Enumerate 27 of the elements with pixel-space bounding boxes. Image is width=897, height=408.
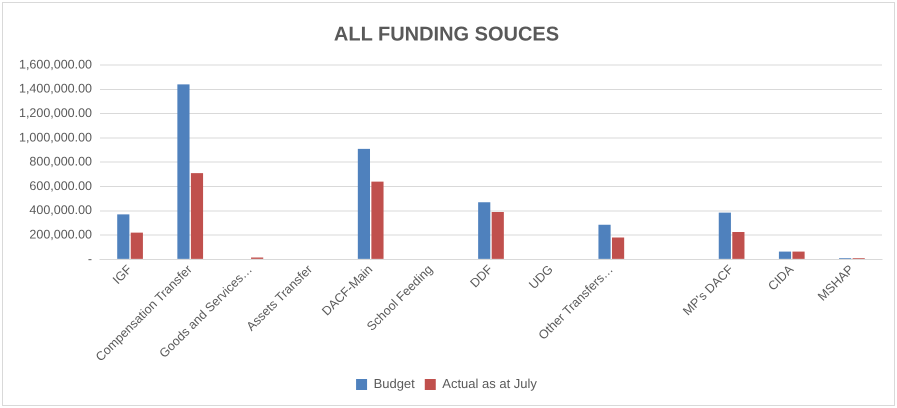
bar — [778, 252, 792, 259]
legend-label: Budget — [374, 376, 416, 392]
bar — [492, 212, 504, 259]
bar — [718, 212, 731, 259]
x-tick-label: IGF — [110, 262, 135, 287]
bar — [371, 182, 384, 259]
bar — [177, 84, 190, 259]
bar — [190, 173, 204, 259]
bar — [478, 202, 490, 259]
bar — [117, 214, 130, 259]
chart-title: ALL FUNDING SOUCES — [334, 24, 560, 46]
y-tick-label: 600,000.00 — [29, 178, 92, 193]
bar — [732, 232, 744, 259]
bar — [612, 237, 624, 259]
y-tick-label: 800,000.00 — [29, 154, 92, 169]
bar — [358, 148, 370, 259]
y-tick-label: 1,000,000.00 — [18, 130, 92, 144]
y-tick-label: 200,000.00 — [29, 228, 92, 242]
y-tick-label: 1,200,000.00 — [18, 106, 92, 120]
bar — [792, 252, 805, 259]
bar — [130, 232, 143, 259]
bar — [598, 224, 611, 259]
y-tick-label: 1,600,000.00 — [18, 57, 92, 72]
legend-label: Actual as at July — [442, 376, 538, 392]
y-tick-label: 400,000.00 — [29, 203, 92, 218]
y-tick-label: - — [88, 252, 92, 266]
y-tick-label: 1,400,000.00 — [18, 82, 92, 96]
